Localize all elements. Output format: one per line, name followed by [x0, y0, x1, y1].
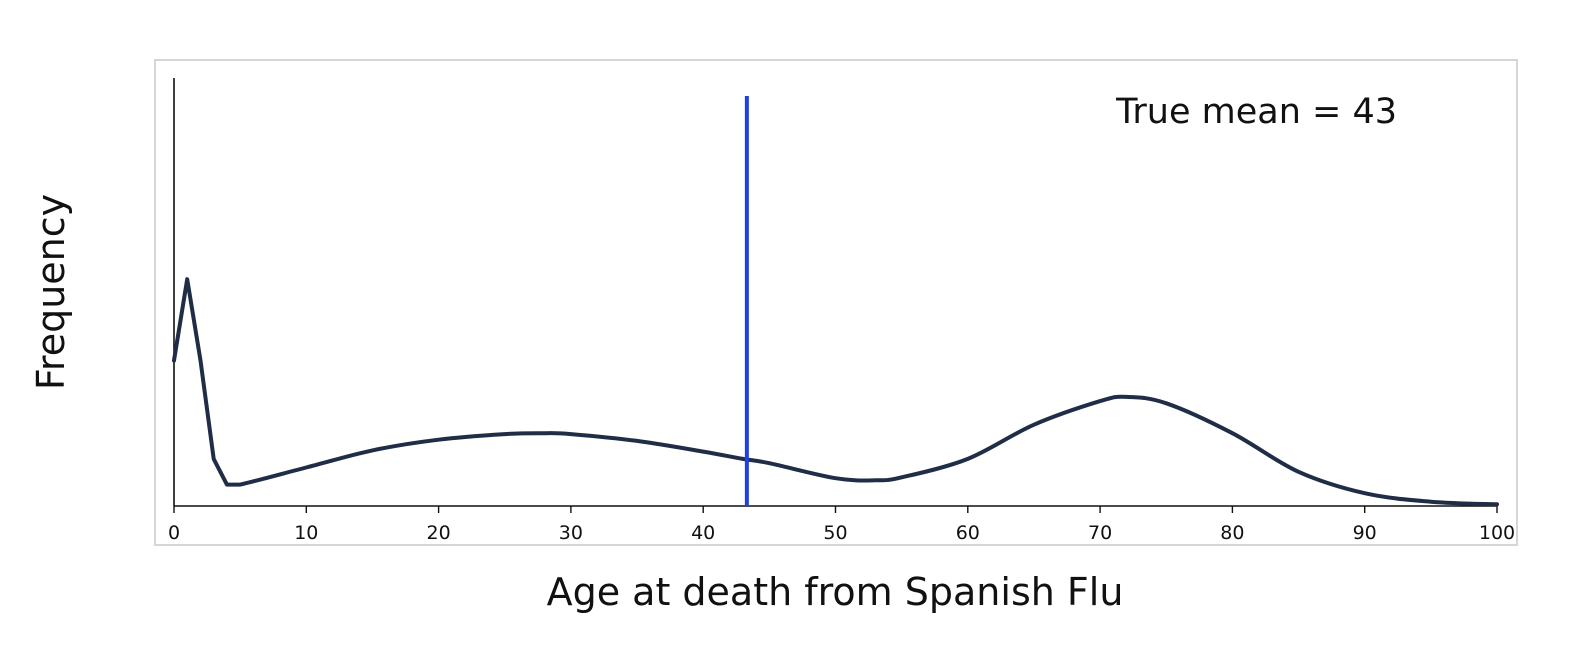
- x-tick-label: 60: [956, 522, 980, 544]
- density-curve: [172, 277, 1499, 507]
- x-axis-title: Age at death from Spanish Flu: [547, 570, 1124, 614]
- x-tick-label: 90: [1353, 522, 1377, 544]
- plot-frame: [154, 59, 1518, 546]
- x-tick-label: 10: [294, 522, 318, 544]
- x-tick-label: 100: [1479, 522, 1515, 544]
- x-tick-group: 0 10 20 30 40 50 60 70 80 90 100: [168, 506, 1515, 544]
- mean-annotation: True mean = 43: [1115, 92, 1397, 132]
- x-tick-label: 80: [1220, 522, 1244, 544]
- x-tick-label: 40: [691, 522, 715, 544]
- x-tick-label: 0: [168, 522, 180, 544]
- y-axis-title: Frequency: [29, 194, 73, 390]
- x-tick-label: 50: [823, 522, 847, 544]
- x-tick-label: 70: [1088, 522, 1112, 544]
- x-tick-label: 30: [559, 522, 583, 544]
- x-tick-label: 20: [427, 522, 451, 544]
